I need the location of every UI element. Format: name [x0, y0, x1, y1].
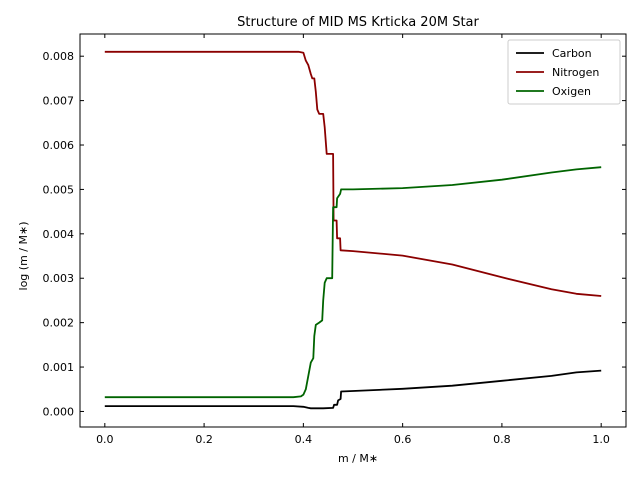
- legend-label-nitrogen: Nitrogen: [552, 66, 599, 79]
- y-tick-label: 0.004: [43, 228, 75, 241]
- x-tick-label: 0.0: [96, 433, 114, 446]
- y-tick-label: 0.001: [43, 361, 75, 374]
- legend-label-carbon: Carbon: [552, 47, 592, 60]
- x-tick-label: 0.2: [195, 433, 213, 446]
- x-axis: 0.0 0.2 0.4 0.6 0.8 1.0: [96, 34, 610, 446]
- series-line-carbon: [104, 369, 602, 410]
- y-tick-label: 0.002: [43, 317, 75, 330]
- series-line-oxigen: [104, 166, 602, 399]
- y-axis: 0.000 0.001 0.002 0.003 0.004 0.005 0.006 0.007…: [43, 50, 626, 418]
- chart-title: Structure of MID MS Krticka 20M Star: [237, 15, 479, 30]
- y-tick-label: 0.006: [43, 139, 75, 152]
- y-axis-label: log (m / M∗): [17, 222, 30, 291]
- y-tick-label: 0.005: [43, 183, 75, 196]
- y-tick-label: 0.000: [43, 405, 75, 418]
- x-tick-label: 0.6: [394, 433, 412, 446]
- legend: Carbon Nitrogen Oxigen: [507, 39, 621, 105]
- x-axis-label: m / M∗: [338, 452, 378, 465]
- plot-area: [104, 50, 602, 410]
- y-tick-label: 0.007: [43, 95, 75, 108]
- y-tick-label: 0.003: [43, 272, 75, 285]
- series-line-nitrogen: [104, 50, 602, 297]
- x-tick-label: 0.4: [295, 433, 313, 446]
- x-tick-label: 1.0: [592, 433, 610, 446]
- plot-frame: [79, 33, 627, 428]
- x-tick-label: 0.8: [493, 433, 511, 446]
- legend-label-oxigen: Oxigen: [552, 85, 591, 98]
- legend-box: [507, 39, 621, 105]
- y-tick-label: 0.008: [43, 50, 75, 63]
